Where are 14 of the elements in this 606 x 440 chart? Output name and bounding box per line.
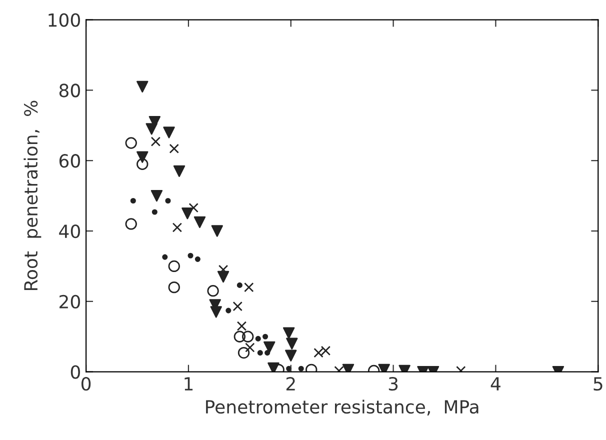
y-tick-label: 40 bbox=[59, 224, 80, 238]
x-tick-label: 5 bbox=[594, 377, 602, 391]
x-tick-label: 4 bbox=[490, 377, 500, 390]
x-axis-title: Penetrometer resistance, MPa bbox=[206, 400, 478, 416]
y-tick-label: 0 bbox=[70, 365, 80, 379]
x-tick-label: 1 bbox=[184, 377, 193, 390]
x-tick-label: 2 bbox=[286, 376, 295, 390]
x-tick-label: 3 bbox=[388, 376, 398, 391]
y-axis-title: Root penetration, % bbox=[24, 100, 42, 290]
x-tick-label: 0 bbox=[82, 376, 91, 391]
y-tick-label: 80 bbox=[59, 84, 80, 98]
y-tick-label: 60 bbox=[59, 154, 80, 168]
y-tick-label: 100 bbox=[48, 13, 80, 27]
y-tick-label: 20 bbox=[60, 294, 80, 309]
